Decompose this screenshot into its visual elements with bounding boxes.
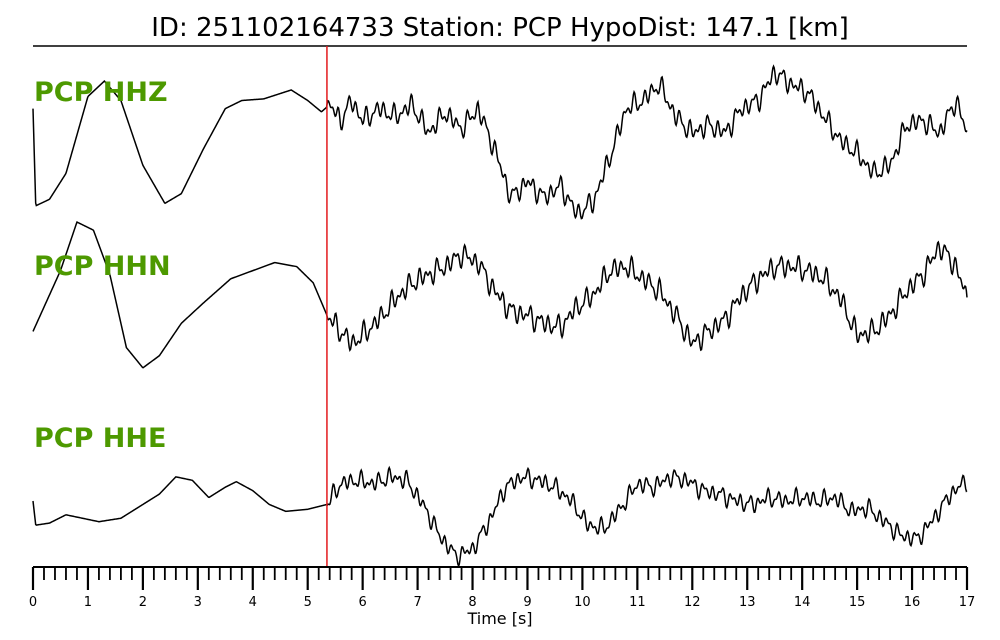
channel-label-pcp-hhn: PCP HHN [34,251,171,282]
x-tick-label: 12 [684,595,701,610]
x-tick-label: 1 [84,595,92,610]
x-tick-label: 5 [304,595,312,610]
x-tick-label: 11 [629,595,646,610]
x-tick-label: 17 [959,595,976,610]
x-tick-label: 8 [468,595,476,610]
x-tick-label: 4 [249,595,257,610]
waveform-pcp-hhn [32,221,968,369]
channel-label-pcp-hhe: PCP HHE [34,423,166,454]
x-tick-label: 14 [794,595,811,610]
trace-group [32,64,968,568]
waveform-pcp-hhe [32,465,968,568]
chart-title: ID: 251102164733 Station: PCP HypoDist: … [151,13,848,43]
x-tick-label: 6 [359,595,367,610]
waveform-pcp-hhz [32,64,968,220]
x-tick-label: 0 [29,595,37,610]
x-tick-label: 16 [904,595,921,610]
x-tick-label: 7 [413,595,421,610]
channel-label-group: PCP HHZ PCP HHN PCP HHE [34,77,171,454]
x-axis-label: Time [s] [466,609,532,628]
time-axis: 0 1 2 3 4 5 6 7 8 9 10 11 12 13 14 15 16 17 [29,566,976,610]
x-tick-label: 9 [523,595,531,610]
x-tick-label: 2 [139,595,147,610]
channel-label-pcp-hhz: PCP HHZ [34,77,168,108]
x-tick-label: 15 [849,595,866,610]
x-tick-label: 10 [574,595,591,610]
x-tick-label: 13 [739,595,756,610]
x-tick-label: 3 [194,595,202,610]
